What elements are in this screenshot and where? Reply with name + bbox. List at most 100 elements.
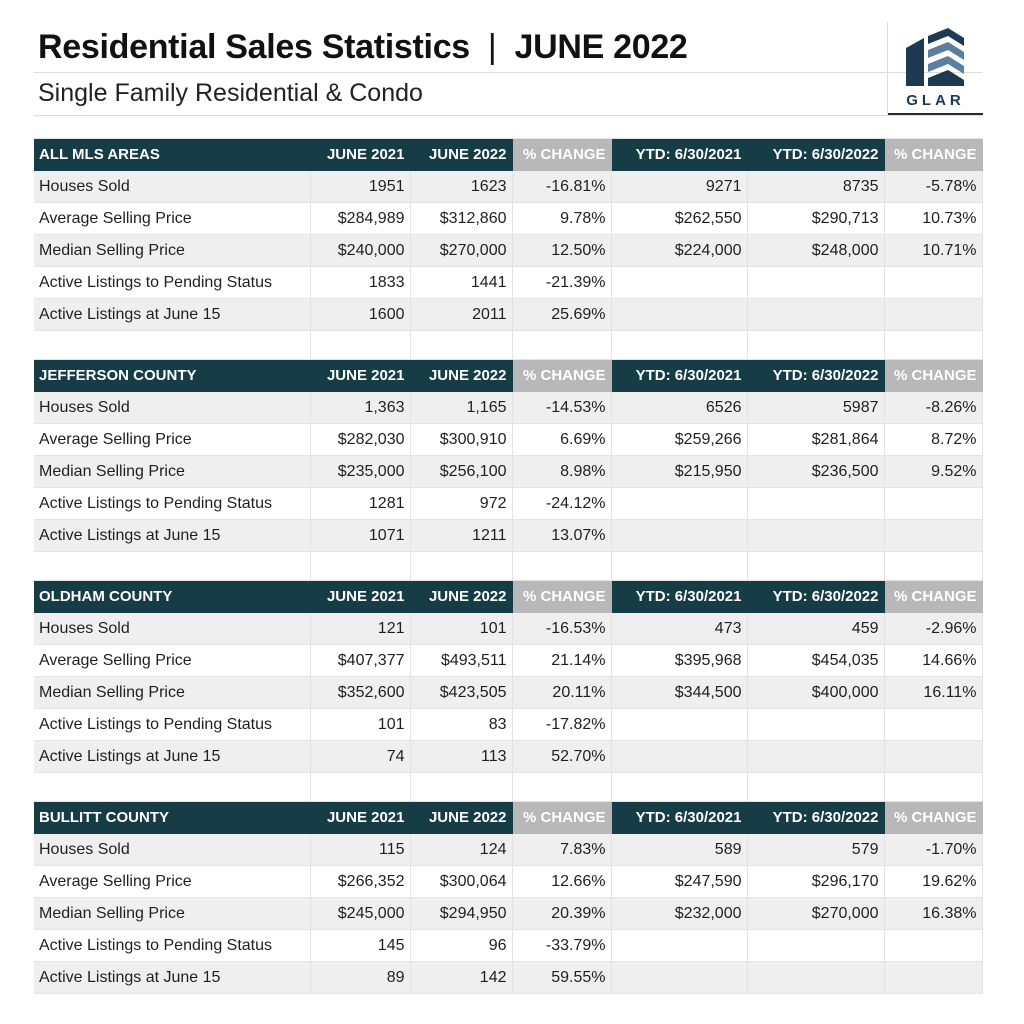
row-label: Average Selling Price <box>34 423 311 456</box>
value-cell: 1071 <box>310 519 411 552</box>
value-cell <box>611 740 748 773</box>
value-cell: 1211 <box>410 519 513 552</box>
row-label: Active Listings at June 15 <box>34 298 311 331</box>
value-cell: $493,511 <box>410 644 513 677</box>
value-cell <box>747 266 885 299</box>
column-header: JUNE 2022 <box>410 139 513 171</box>
value-cell: 113 <box>410 740 513 773</box>
value-cell: 115 <box>310 833 411 866</box>
value-cell <box>747 740 885 773</box>
row-label: Median Selling Price <box>34 897 311 930</box>
table-row: Median Selling Price $240,000 $270,000 12.5… <box>34 234 983 267</box>
row-label: Active Listings to Pending Status <box>34 266 311 299</box>
value-cell: -24.12% <box>512 487 612 520</box>
value-cell: $256,100 <box>410 455 513 488</box>
value-cell: 1,363 <box>310 391 411 424</box>
value-cell: 7.83% <box>512 833 612 866</box>
value-cell: $270,000 <box>410 234 513 267</box>
value-cell: $395,968 <box>611 644 748 677</box>
value-cell <box>747 708 885 741</box>
value-cell: 6526 <box>611 391 748 424</box>
value-cell: 12.50% <box>512 234 612 267</box>
empty-cell <box>747 772 885 802</box>
value-cell: 21.14% <box>512 644 612 677</box>
column-header: JUNE 2021 <box>310 139 411 171</box>
column-header: JUNE 2022 <box>410 801 513 834</box>
column-header: % CHANGE <box>512 801 612 834</box>
column-header: YTD: 6/30/2022 <box>747 580 885 613</box>
value-cell: $312,860 <box>410 202 513 235</box>
value-cell <box>611 487 748 520</box>
logo-underline <box>888 113 983 115</box>
value-cell: 16.11% <box>884 676 983 709</box>
value-cell: 2011 <box>410 298 513 331</box>
table-row: Houses Sold 1,363 1,165 -14.53% 6526 5987 -8.2… <box>34 391 983 424</box>
row-label: Average Selling Price <box>34 865 311 898</box>
value-cell: 5987 <box>747 391 885 424</box>
column-header: JUNE 2021 <box>310 359 411 392</box>
row-label: Median Selling Price <box>34 676 311 709</box>
value-cell <box>611 929 748 962</box>
table-row: Active Listings to Pending Status 1281 972… <box>34 487 983 520</box>
stats-sheet: Residential Sales Statistics | JUNE 2022 S… <box>34 22 983 994</box>
value-cell: 124 <box>410 833 513 866</box>
value-cell <box>611 266 748 299</box>
table-row: Average Selling Price $284,989 $312,860 9.7… <box>34 202 983 235</box>
value-cell: 96 <box>410 929 513 962</box>
row-label: Active Listings at June 15 <box>34 740 311 773</box>
table-row: Active Listings at June 15 1071 1211 13.07% <box>34 519 983 552</box>
column-header: % CHANGE <box>884 801 983 834</box>
empty-cell <box>310 772 411 802</box>
value-cell: $266,352 <box>310 865 411 898</box>
value-cell: $290,713 <box>747 202 885 235</box>
column-header: JUNE 2022 <box>410 359 513 392</box>
column-header: JUNE 2021 <box>310 580 411 613</box>
title-separator: | <box>487 28 497 66</box>
value-cell: 145 <box>310 929 411 962</box>
row-label: Median Selling Price <box>34 455 311 488</box>
value-cell: 1281 <box>310 487 411 520</box>
value-cell: $270,000 <box>747 897 885 930</box>
table-row: Houses Sold 115 124 7.83% 589 579 -1.70% <box>34 833 983 866</box>
column-header: % CHANGE <box>884 580 983 613</box>
empty-cell <box>884 330 983 360</box>
table-row: Average Selling Price $407,377 $493,511 21.… <box>34 644 983 677</box>
value-cell: $282,030 <box>310 423 411 456</box>
value-cell <box>747 929 885 962</box>
row-label: Median Selling Price <box>34 234 311 267</box>
column-header: JUNE 2022 <box>410 580 513 613</box>
section-title: ALL MLS AREAS <box>34 139 311 171</box>
title-text: Residential Sales Statistics <box>38 28 470 66</box>
value-cell: 101 <box>410 612 513 645</box>
value-cell: $262,550 <box>611 202 748 235</box>
value-cell: 52.70% <box>512 740 612 773</box>
value-cell: $294,950 <box>410 897 513 930</box>
column-header: % CHANGE <box>512 359 612 392</box>
row-label: Houses Sold <box>34 833 311 866</box>
column-header: JUNE 2021 <box>310 801 411 834</box>
value-cell: -8.26% <box>884 391 983 424</box>
table-row: Average Selling Price $282,030 $300,910 6.6… <box>34 423 983 456</box>
value-cell: 473 <box>611 612 748 645</box>
value-cell: $245,000 <box>310 897 411 930</box>
value-cell: -5.78% <box>884 170 983 203</box>
value-cell: $284,989 <box>310 202 411 235</box>
report-title: Residential Sales Statistics | JUNE 2022 <box>38 28 688 67</box>
value-cell: -33.79% <box>512 929 612 962</box>
column-header: YTD: 6/30/2021 <box>611 359 748 392</box>
table-row: Houses Sold 121 101 -16.53% 473 459 -2.96% <box>34 612 983 645</box>
row-label: Active Listings to Pending Status <box>34 487 311 520</box>
empty-cell <box>884 551 983 581</box>
table-row: Average Selling Price $266,352 $300,064 12.… <box>34 865 983 898</box>
value-cell: $247,590 <box>611 865 748 898</box>
empty-cell <box>611 772 748 802</box>
value-cell <box>747 487 885 520</box>
empty-cell <box>747 330 885 360</box>
value-cell: 1951 <box>310 170 411 203</box>
value-cell: 8735 <box>747 170 885 203</box>
section-header-row: JEFFERSON COUNTY JUNE 2021 JUNE 2022% CHAN… <box>34 359 983 392</box>
value-cell <box>884 708 983 741</box>
section-header-row: BULLITT COUNTY JUNE 2021 JUNE 2022% CHANGE… <box>34 801 983 834</box>
value-cell <box>884 519 983 552</box>
value-cell: $281,864 <box>747 423 885 456</box>
